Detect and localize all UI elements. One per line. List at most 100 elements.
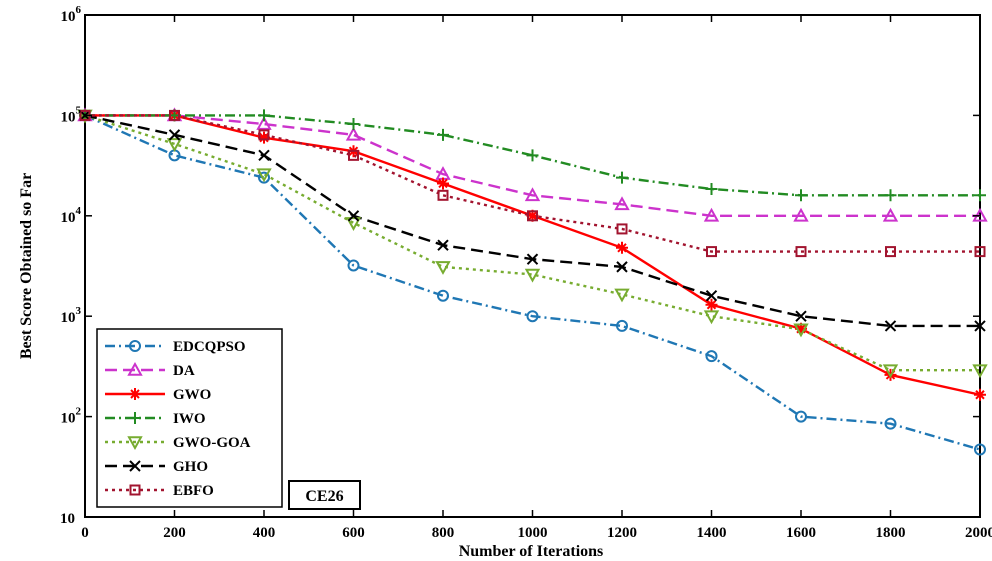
data-point-gwo [526,209,539,222]
data-point-gwo [616,241,628,254]
y-tick-label: 10 [60,511,75,527]
y-tick-label: 103 [61,305,82,326]
data-point-edcqpso [974,443,986,456]
data-point-iwo [974,189,986,202]
y-axis-label: Best Score Obtained so Far [18,173,35,359]
x-tick-label: 2000 [965,525,992,541]
data-point-iwo [705,182,718,195]
x-tick-label: 1200 [607,525,637,541]
data-point-edcqpso [795,410,807,423]
legend-label: GWO-GOA [173,435,251,451]
data-point-gwo [258,131,270,144]
data-point-gwo-goa [166,138,183,152]
x-tick-label: 200 [163,525,186,541]
data-point-gho [795,310,807,322]
data-point-ebfo [527,210,538,222]
x-tick-label: 1000 [518,525,548,541]
data-point-iwo [347,118,360,131]
y-tick-label: 105 [61,104,82,125]
data-point-da [345,126,362,141]
data-point-iwo [526,149,539,162]
data-point-gwo [705,298,718,311]
annotation-label: CE26 [305,488,343,505]
data-point-gho [616,261,628,273]
legend-label: GWO [173,387,211,403]
legend-label: DA [173,363,195,379]
data-point-gho [168,129,181,141]
series-line-ebfo [85,114,980,253]
data-point-ebfo [974,246,986,258]
data-point-edcqpso [616,319,628,332]
data-point-edcqpso [526,310,539,323]
data-point-da [703,207,720,222]
data-point-ebfo [258,129,270,141]
data-point-da [524,187,541,202]
x-tick-label: 800 [432,525,455,541]
legend-label: GHO [173,459,208,475]
data-point-iwo [884,189,897,202]
y-tick-label: 104 [61,205,82,226]
legend-marker-edcqpso [129,340,141,352]
data-point-gho [437,239,449,251]
legend-marker-ebfo [129,484,141,496]
data-point-gwo-goa [524,268,541,283]
data-point-gwo [795,322,807,335]
data-point-ebfo [616,223,628,235]
data-point-gwo-goa [345,217,362,231]
data-point-gwo-goa [435,261,451,275]
x-tick-label: 1400 [697,525,727,541]
x-tick-label: 0 [81,525,89,541]
data-point-gwo [974,388,986,401]
y-tick-label: 106 [61,4,82,25]
data-point-ebfo [437,189,449,201]
data-point-da [793,207,809,222]
data-point-gho [974,320,986,332]
x-tick-label: 1800 [876,525,906,541]
data-point-ebfo [706,246,717,258]
data-point-iwo [616,171,628,184]
data-point-edcqpso [347,259,360,272]
legend-marker-gwo [129,388,141,400]
legend-label: EBFO [173,483,214,499]
data-point-gwo [437,177,449,190]
data-point-edcqpso [705,350,718,363]
data-point-da [614,196,630,211]
data-point-ebfo [348,149,359,161]
data-point-ebfo [795,246,807,258]
data-point-gwo-goa [882,364,899,379]
data-point-gho [347,210,360,222]
data-point-gho [526,253,539,265]
legend-marker-gho [129,460,141,472]
legend-marker-iwo [129,412,141,424]
data-point-gho [884,320,897,332]
data-point-gwo-goa [256,168,272,183]
annotation-box [288,480,361,510]
x-tick-label: 600 [342,525,365,541]
x-axis-label: Number of Iterations [459,543,604,560]
data-point-gwo-goa [793,323,809,338]
data-point-iwo [258,109,270,122]
series-line-da [85,114,980,218]
data-point-edcqpso [258,171,270,184]
data-point-da [882,207,899,222]
series-line-iwo [85,114,980,197]
legend-label: IWO [173,411,206,427]
legend-marker-da [127,361,143,376]
data-point-gwo-goa [703,310,720,325]
series-line-edcqpso [84,114,981,451]
data-point-da [256,115,272,130]
legend-label: EDCQPSO [173,339,246,355]
data-point-gho [705,289,718,302]
data-point-gwo-goa [614,288,630,303]
data-point-ebfo [885,246,896,258]
data-point-ebfo [169,109,180,121]
legend: EDCQPSO DA GWO IWO GWO-GOA GHO EBFO [96,328,283,508]
series-line-gwo-goa [84,114,980,372]
data-point-iwo [437,128,449,141]
legend-marker-gwo-goa [127,436,143,451]
y-tick-label: 102 [61,406,82,427]
data-point-gwo-goa [972,364,988,379]
data-point-edcqpso [884,417,897,430]
data-point-iwo [795,189,807,202]
